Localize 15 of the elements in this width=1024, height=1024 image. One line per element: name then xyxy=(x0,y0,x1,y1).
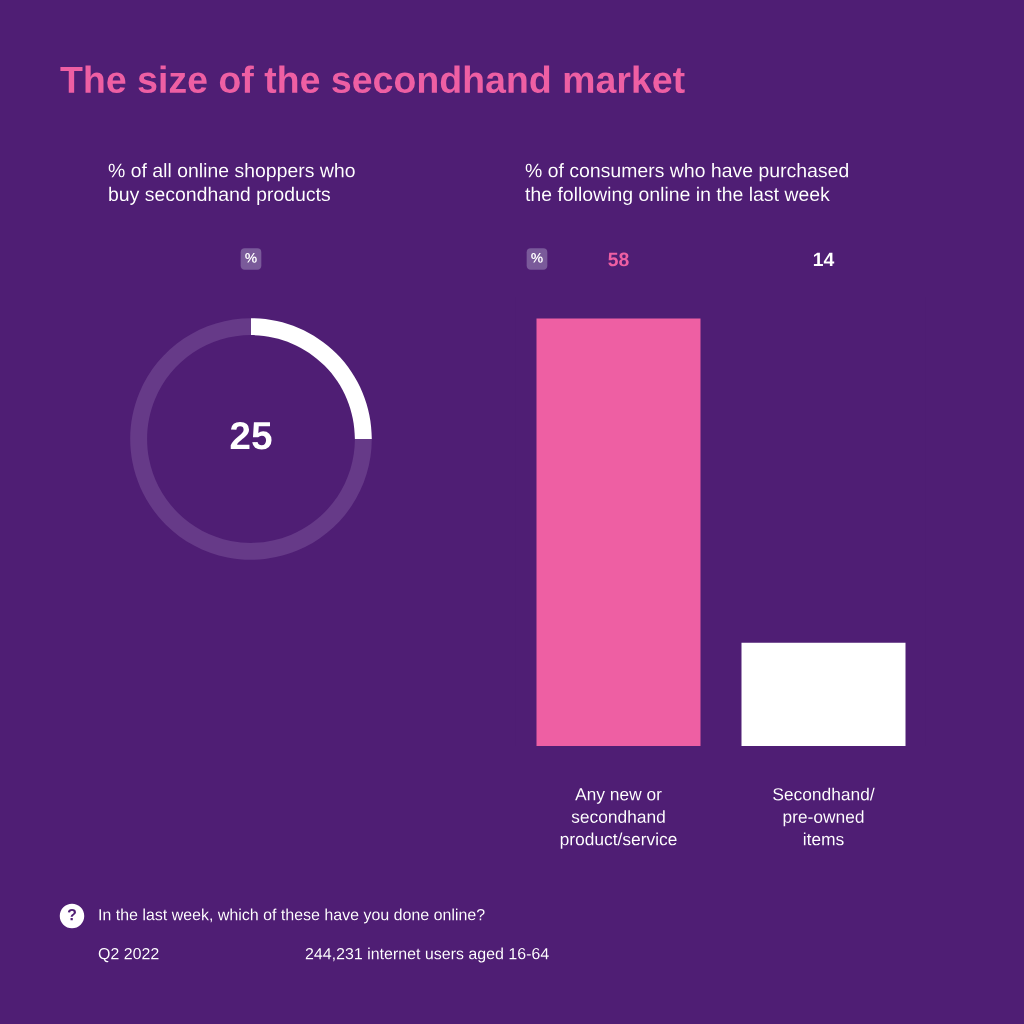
data-label: 25 xyxy=(230,421,272,450)
text: The size of the secondhand market xyxy=(60,65,685,94)
x-tick-label: Secondhand/ pre-owned items xyxy=(773,787,875,846)
text: 244,231 internet users aged 16-64 xyxy=(305,947,549,963)
text: In the last week, which of these have you done online? xyxy=(99,908,485,924)
donut-slice xyxy=(130,318,372,560)
data-label: 14 xyxy=(813,252,835,267)
data-label: 58 xyxy=(608,252,629,267)
chart-title: % of consumers who have purchased the following online in the last week xyxy=(525,163,848,205)
text: ? xyxy=(67,908,76,921)
text: Q2 2022 xyxy=(98,947,159,963)
text: % xyxy=(531,252,543,263)
text: % xyxy=(245,252,257,263)
x-tick-label: Any new or secondhand product/service xyxy=(560,788,677,849)
chart-title: % of all online shoppers who buy secondhand products xyxy=(108,163,355,205)
